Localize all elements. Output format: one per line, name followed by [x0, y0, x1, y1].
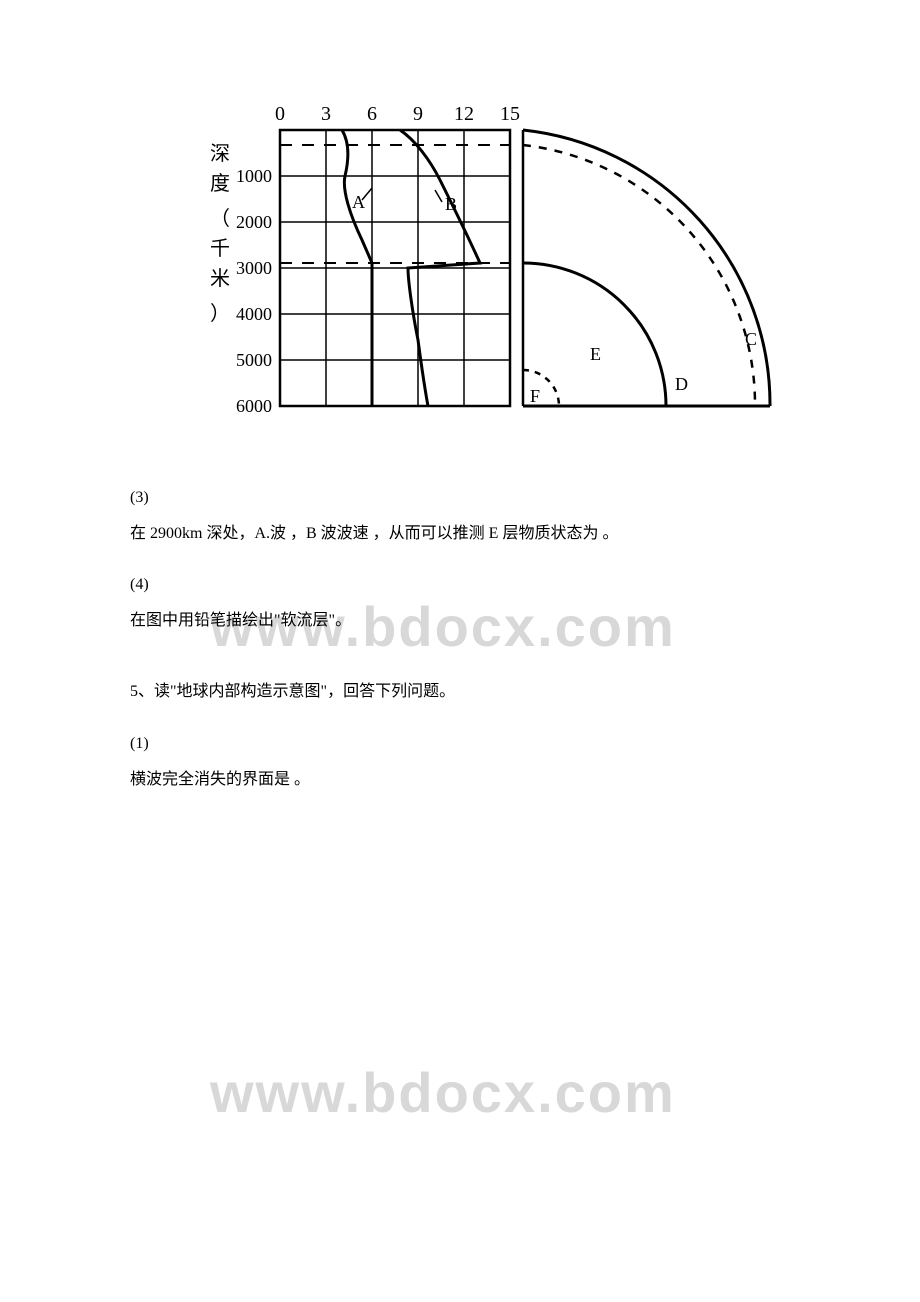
q3-text: 在 2900km 深处，A.波 ，B 波波速 ，从而可以推测 E 层物质状态为 …: [130, 521, 790, 547]
y-tick-4: 5000: [236, 350, 272, 370]
x-tick-1: 3: [321, 103, 331, 125]
q4-text: 在图中用铅笔描绘出"软流层"。: [130, 608, 790, 634]
moho-arc: [523, 145, 755, 406]
label-b: B: [445, 194, 457, 214]
label-e: E: [590, 344, 601, 364]
y-tick-3: 4000: [236, 304, 272, 324]
y-label-char-5: 米: [210, 267, 230, 290]
q5-1-number: (1): [130, 731, 790, 757]
core-mantle-arc: [523, 263, 666, 406]
y-tick-1: 2000: [236, 212, 272, 232]
inner-core-arc: [523, 370, 559, 406]
q5-1-text: 横波完全消失的界面是 。: [130, 767, 790, 793]
x-tick-5: 15: [500, 103, 520, 125]
label-c: C: [745, 329, 757, 349]
y-tick-2: 3000: [236, 258, 272, 278]
x-tick-0: 0: [275, 103, 285, 125]
label-a: A: [352, 192, 365, 212]
label-f: F: [530, 386, 540, 406]
y-label-char-6: ）: [210, 302, 230, 325]
y-label-char-3: （: [210, 207, 230, 230]
earth-structure-diagram: 0 3 6 9 12 15 深 度 （ 千 米 ） 1000 2000 3000…: [190, 80, 790, 445]
watermark: www.bdocx.com: [210, 1060, 676, 1125]
y-label-char-2: 度: [210, 172, 230, 195]
y-tick-0: 1000: [236, 166, 272, 186]
diagram-svg: 0 3 6 9 12 15 深 度 （ 千 米 ） 1000 2000 3000…: [190, 80, 790, 440]
q5-intro: 5、读"地球内部构造示意图"，回答下列问题。: [130, 679, 790, 705]
y-label-char-1: 深: [210, 142, 230, 165]
page-content: 0 3 6 9 12 15 深 度 （ 千 米 ） 1000 2000 3000…: [0, 0, 920, 792]
y-tick-5: 6000: [236, 396, 272, 416]
x-tick-3: 9: [413, 103, 423, 125]
x-tick-4: 12: [454, 103, 474, 125]
q3-number: (3): [130, 485, 790, 511]
y-label-char-4: 千: [210, 237, 230, 260]
q4-number: (4): [130, 572, 790, 598]
label-d: D: [675, 374, 688, 394]
label-b-pointer: [435, 190, 442, 202]
x-tick-2: 6: [367, 103, 377, 125]
